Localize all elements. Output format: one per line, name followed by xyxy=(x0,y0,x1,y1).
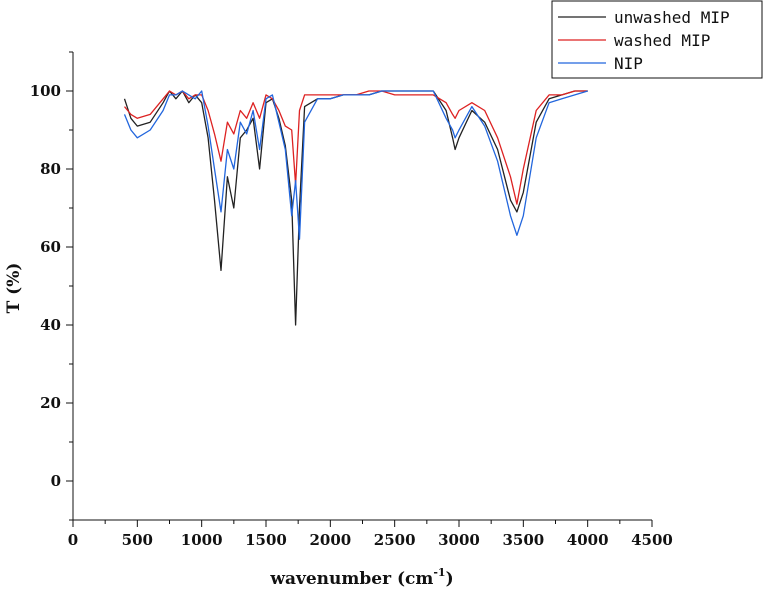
legend: unwashed MIP washed MIP NIP xyxy=(551,0,763,79)
y-tick-label: 60 xyxy=(40,238,61,256)
series-layer xyxy=(123,90,588,326)
series-line-nip xyxy=(123,90,588,240)
series-line-washed-mip xyxy=(123,90,588,205)
y-tick-label: 80 xyxy=(40,160,61,178)
x-tick-label: 1000 xyxy=(181,531,223,549)
x-tick-label: 4500 xyxy=(631,531,673,549)
x-axis-title-main: wavenumber (cm xyxy=(269,569,433,589)
x-tick-label: 500 xyxy=(122,531,153,549)
y-tick-label: 0 xyxy=(51,472,61,490)
x-axis: 0 500 1000 1500 2000 2500 3000 3500 4000 4500 xyxy=(68,519,673,549)
x-tick-label: 3500 xyxy=(502,531,544,549)
legend-label: washed MIP xyxy=(614,31,710,50)
x-tick-label: 1500 xyxy=(245,531,287,549)
x-tick-label: 0 xyxy=(68,531,78,549)
y-tick-label: 20 xyxy=(40,394,61,412)
x-axis-title: wavenumber (cm-1) xyxy=(269,566,453,589)
x-tick-label: 4000 xyxy=(567,531,609,549)
x-tick-label: 2000 xyxy=(309,531,351,549)
y-tick-label: 100 xyxy=(30,82,61,100)
x-axis-title-tail: ) xyxy=(446,569,454,589)
x-tick-label: 3000 xyxy=(438,531,480,549)
x-tick-label: 2500 xyxy=(374,531,416,549)
legend-label: unwashed MIP xyxy=(614,8,730,27)
y-tick-label: 40 xyxy=(40,316,61,334)
x-axis-title-superscript: -1 xyxy=(433,566,445,579)
y-axis: 0 20 40 60 80 100 xyxy=(30,51,74,521)
y-axis-title: T (%) xyxy=(4,263,24,314)
legend-label: NIP xyxy=(614,54,643,73)
